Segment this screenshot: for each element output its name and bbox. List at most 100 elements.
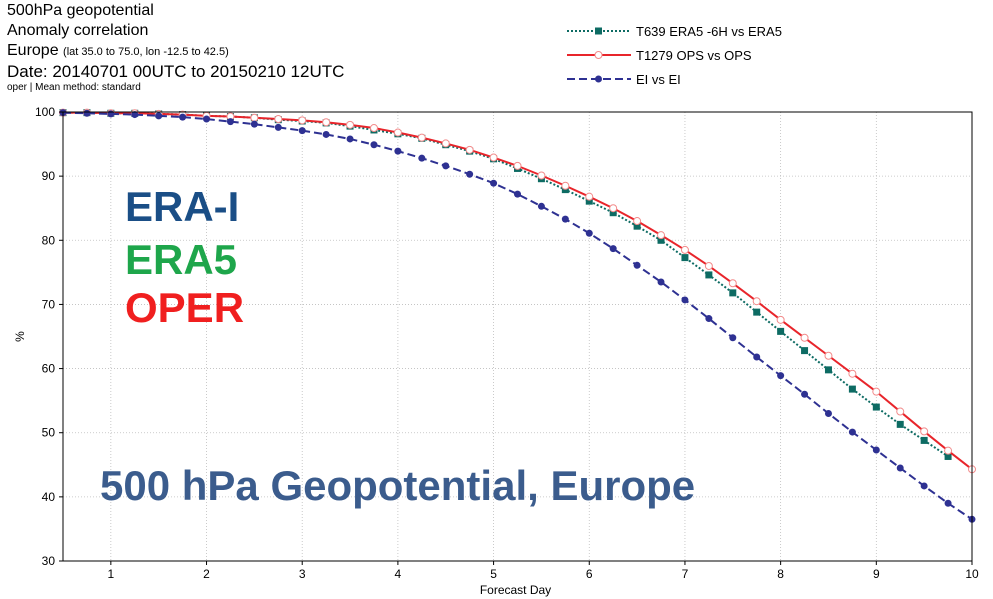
series-0-point <box>848 385 856 393</box>
legend-swatch-ops <box>567 51 631 59</box>
series-2-point <box>801 390 809 398</box>
legend-label-era5: T639 ERA5 -6H vs ERA5 <box>636 24 782 39</box>
overlay-label-era5: ERA5 <box>125 236 238 283</box>
y-tick-label: 50 <box>42 426 56 440</box>
series-1-point <box>322 118 331 127</box>
legend-item-ops: T1279 OPS vs OPS <box>565 44 865 68</box>
series-2-point <box>370 141 378 149</box>
x-tick-label: 8 <box>777 567 784 581</box>
series-2-point <box>131 111 139 119</box>
series-0-point <box>824 366 832 374</box>
series-0-point <box>585 197 593 205</box>
y-tick-label: 40 <box>42 490 56 504</box>
series-2-point <box>920 482 928 490</box>
series-1-point <box>944 446 953 455</box>
series-2-point <box>490 179 498 187</box>
series-1-point <box>800 333 809 342</box>
x-tick-label: 1 <box>107 567 114 581</box>
region-bounds: (lat 35.0 to 75.0, lon -12.5 to 42.5) <box>63 46 229 58</box>
series-2-point <box>824 409 832 417</box>
series-1-point <box>441 139 450 148</box>
series-1-point <box>848 369 857 378</box>
series-2-point <box>537 202 545 210</box>
series-2-point <box>274 123 282 131</box>
series-0-point <box>633 222 641 230</box>
overlay-label-erai: ERA-I <box>125 183 240 230</box>
x-tick-label: 10 <box>965 567 979 581</box>
x-tick-label: 4 <box>395 567 402 581</box>
x-tick-label: 5 <box>490 567 497 581</box>
legend-label-ops: T1279 OPS vs OPS <box>636 48 752 63</box>
x-tick-label: 9 <box>873 567 880 581</box>
series-2-point <box>944 499 952 507</box>
series-2-point <box>466 170 474 178</box>
legend-label-ei: EI vs EI <box>636 72 681 87</box>
series-layer <box>59 108 976 523</box>
series-1-point <box>393 128 402 137</box>
series-1-point <box>633 217 642 226</box>
series-1-point <box>728 279 737 288</box>
series-1-point <box>561 181 570 190</box>
legend-item-ei: EI vs EI <box>565 68 865 92</box>
series-line-2 <box>62 111 973 521</box>
series-1-point <box>657 231 666 240</box>
series-0-point <box>729 289 737 297</box>
overlay-label-oper: OPER <box>125 284 245 331</box>
series-2-point <box>705 315 713 323</box>
plot-frame <box>62 111 973 562</box>
series-0-point <box>920 436 928 444</box>
series-1-point <box>585 192 594 201</box>
y-axis-label: % <box>13 331 27 342</box>
series-1-point <box>752 297 761 306</box>
legend-swatch-ei <box>567 75 631 83</box>
series-2-point <box>250 120 258 128</box>
series-1-point <box>489 153 498 162</box>
series-2-point <box>226 118 234 126</box>
legend-item-era5: T639 ERA5 -6H vs ERA5 <box>565 20 865 44</box>
series-1-point <box>680 245 689 254</box>
series-0-point <box>609 209 617 217</box>
series-1-point <box>872 387 881 396</box>
series-2-point <box>298 127 306 135</box>
series-2-point <box>777 372 785 380</box>
series-1-point <box>896 407 905 416</box>
chart-header-method: oper | Mean method: standard <box>7 82 141 93</box>
series-0-point <box>777 327 785 335</box>
overlay-title: 500 hPa Geopotential, Europe <box>100 462 696 509</box>
series-1-point <box>298 116 307 125</box>
chart-header-line1: 500hPa geopotential <box>7 2 154 19</box>
series-2-point <box>203 115 211 123</box>
series-2-point <box>848 428 856 436</box>
y-tick-label: 80 <box>42 233 56 247</box>
series-2-point <box>633 261 641 269</box>
series-1-point <box>346 120 355 129</box>
series-0-point <box>801 347 809 355</box>
series-1-point <box>776 315 785 324</box>
chart-legend: T639 ERA5 -6H vs ERA5 T1279 OPS vs OPS E… <box>565 20 865 92</box>
series-2-point <box>872 446 880 454</box>
chart-header-dates: Date: 20140701 00UTC to 20150210 12UTC <box>7 62 345 81</box>
legend-swatch-era5 <box>567 27 631 35</box>
x-tick-label: 6 <box>586 567 593 581</box>
series-2-point <box>514 190 521 198</box>
series-0-point <box>753 308 761 316</box>
series-0-point <box>896 420 904 428</box>
series-1-point <box>250 113 259 122</box>
series-2-point <box>585 229 593 237</box>
series-1-point <box>704 261 713 270</box>
series-2-point <box>155 112 163 120</box>
series-1-point <box>537 171 546 180</box>
x-tick-label: 7 <box>682 567 689 581</box>
series-2-point <box>83 109 91 117</box>
series-2-point <box>322 130 330 138</box>
series-1-point <box>274 115 283 124</box>
series-2-point <box>179 113 187 121</box>
series-1-point <box>465 145 474 154</box>
series-line-0 <box>63 111 949 458</box>
series-1-point <box>417 133 426 142</box>
series-0-point <box>657 236 665 244</box>
x-axis-label: Forecast Day <box>480 583 551 597</box>
y-tick-label: 30 <box>42 554 56 568</box>
chart-header-region: Europe (lat 35.0 to 75.0, lon -12.5 to 4… <box>7 42 229 60</box>
y-tick-label: 70 <box>42 297 56 311</box>
